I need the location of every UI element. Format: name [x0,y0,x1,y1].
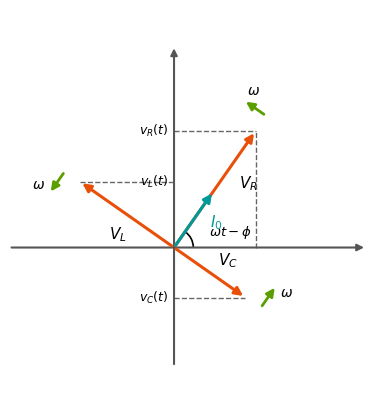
Text: $v_R(t)$: $v_R(t)$ [139,123,168,139]
Text: $v_C(t)$: $v_C(t)$ [139,289,168,306]
Text: $\omega$: $\omega$ [280,286,293,300]
Text: $I_0$: $I_0$ [210,214,223,232]
Text: $v_L(t)$: $v_L(t)$ [140,173,168,190]
Text: $\omega t - \phi$: $\omega t - \phi$ [209,224,252,241]
Text: $V_L$: $V_L$ [109,225,127,244]
Text: $V_R$: $V_R$ [239,174,258,193]
Text: $V_C$: $V_C$ [218,251,238,269]
Text: $\omega$: $\omega$ [33,178,46,192]
Text: $\omega$: $\omega$ [247,84,260,98]
